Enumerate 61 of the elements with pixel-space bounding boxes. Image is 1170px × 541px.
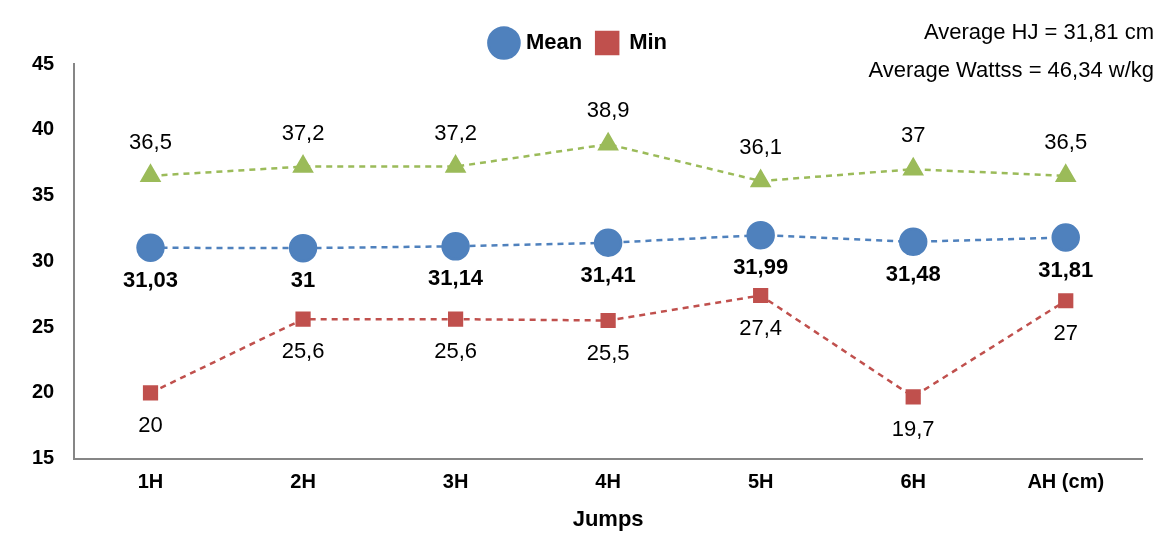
data-label: 27,4 bbox=[739, 314, 783, 340]
point bbox=[905, 389, 921, 405]
point bbox=[447, 311, 464, 327]
point bbox=[142, 385, 159, 401]
data-label: 36,5 bbox=[1044, 128, 1088, 154]
point bbox=[288, 233, 318, 263]
data-label: 27 bbox=[1053, 319, 1078, 345]
data-label: 37 bbox=[900, 122, 926, 148]
data-label: 31 bbox=[290, 267, 316, 293]
data-label: 31,41 bbox=[580, 261, 636, 287]
data-label: 25,6 bbox=[281, 338, 325, 364]
text: Average HJ = 31,81 cm bbox=[923, 19, 1154, 45]
point bbox=[441, 232, 470, 261]
point bbox=[898, 227, 928, 257]
point bbox=[1051, 223, 1080, 252]
point bbox=[293, 155, 313, 173]
x-tick-label: 2H bbox=[290, 470, 316, 493]
y-tick-label: 30 bbox=[32, 248, 55, 271]
x-tick-label: AH (cm) bbox=[1027, 470, 1105, 493]
legend-label: Mean bbox=[525, 29, 583, 55]
point bbox=[750, 169, 771, 188]
point bbox=[295, 311, 311, 327]
y-tick-label: 40 bbox=[32, 117, 55, 140]
y-tick-label: 15 bbox=[32, 446, 55, 469]
data-label: 31,81 bbox=[1038, 256, 1094, 282]
data-label: 36,5 bbox=[129, 128, 172, 154]
point bbox=[445, 155, 466, 173]
data-label: 31,14 bbox=[428, 265, 484, 291]
data-label: 31,48 bbox=[885, 260, 941, 286]
data-label: 36,1 bbox=[739, 134, 783, 160]
data-label: 25,5 bbox=[586, 339, 630, 365]
point bbox=[903, 157, 924, 176]
data-label: 31,03 bbox=[122, 266, 179, 292]
y-tick-label: 35 bbox=[32, 183, 55, 206]
data-label: 38,9 bbox=[586, 97, 630, 123]
x-tick-label: 3H bbox=[442, 470, 469, 493]
x-axis-title: Jumps bbox=[572, 505, 644, 531]
x-tick-label: 4H bbox=[595, 470, 621, 493]
x-tick-label: 5H bbox=[747, 470, 774, 493]
point bbox=[753, 287, 769, 304]
y-tick-label: 25 bbox=[32, 314, 55, 337]
point bbox=[1058, 293, 1074, 309]
point bbox=[1055, 164, 1076, 183]
data-label: 20 bbox=[138, 411, 163, 437]
x-tick-label: 6H bbox=[900, 470, 926, 493]
data-label: 25,6 bbox=[434, 338, 477, 364]
annotation: Average Wattss = 46,34 w/kg bbox=[868, 57, 1154, 83]
point bbox=[136, 233, 165, 262]
y-tick-label: 45 bbox=[32, 51, 55, 74]
point bbox=[598, 132, 619, 151]
data-label: 37,2 bbox=[434, 119, 477, 145]
x-tick-label: 1H bbox=[137, 470, 164, 493]
point bbox=[600, 312, 616, 329]
data-label: 19,7 bbox=[891, 415, 935, 441]
point bbox=[746, 220, 775, 250]
point bbox=[140, 164, 161, 183]
legend-label: Min bbox=[629, 29, 668, 55]
y-tick-label: 20 bbox=[32, 380, 55, 403]
data-label: 31,99 bbox=[733, 254, 789, 280]
point bbox=[593, 228, 623, 257]
data-label: 37,2 bbox=[281, 119, 325, 145]
